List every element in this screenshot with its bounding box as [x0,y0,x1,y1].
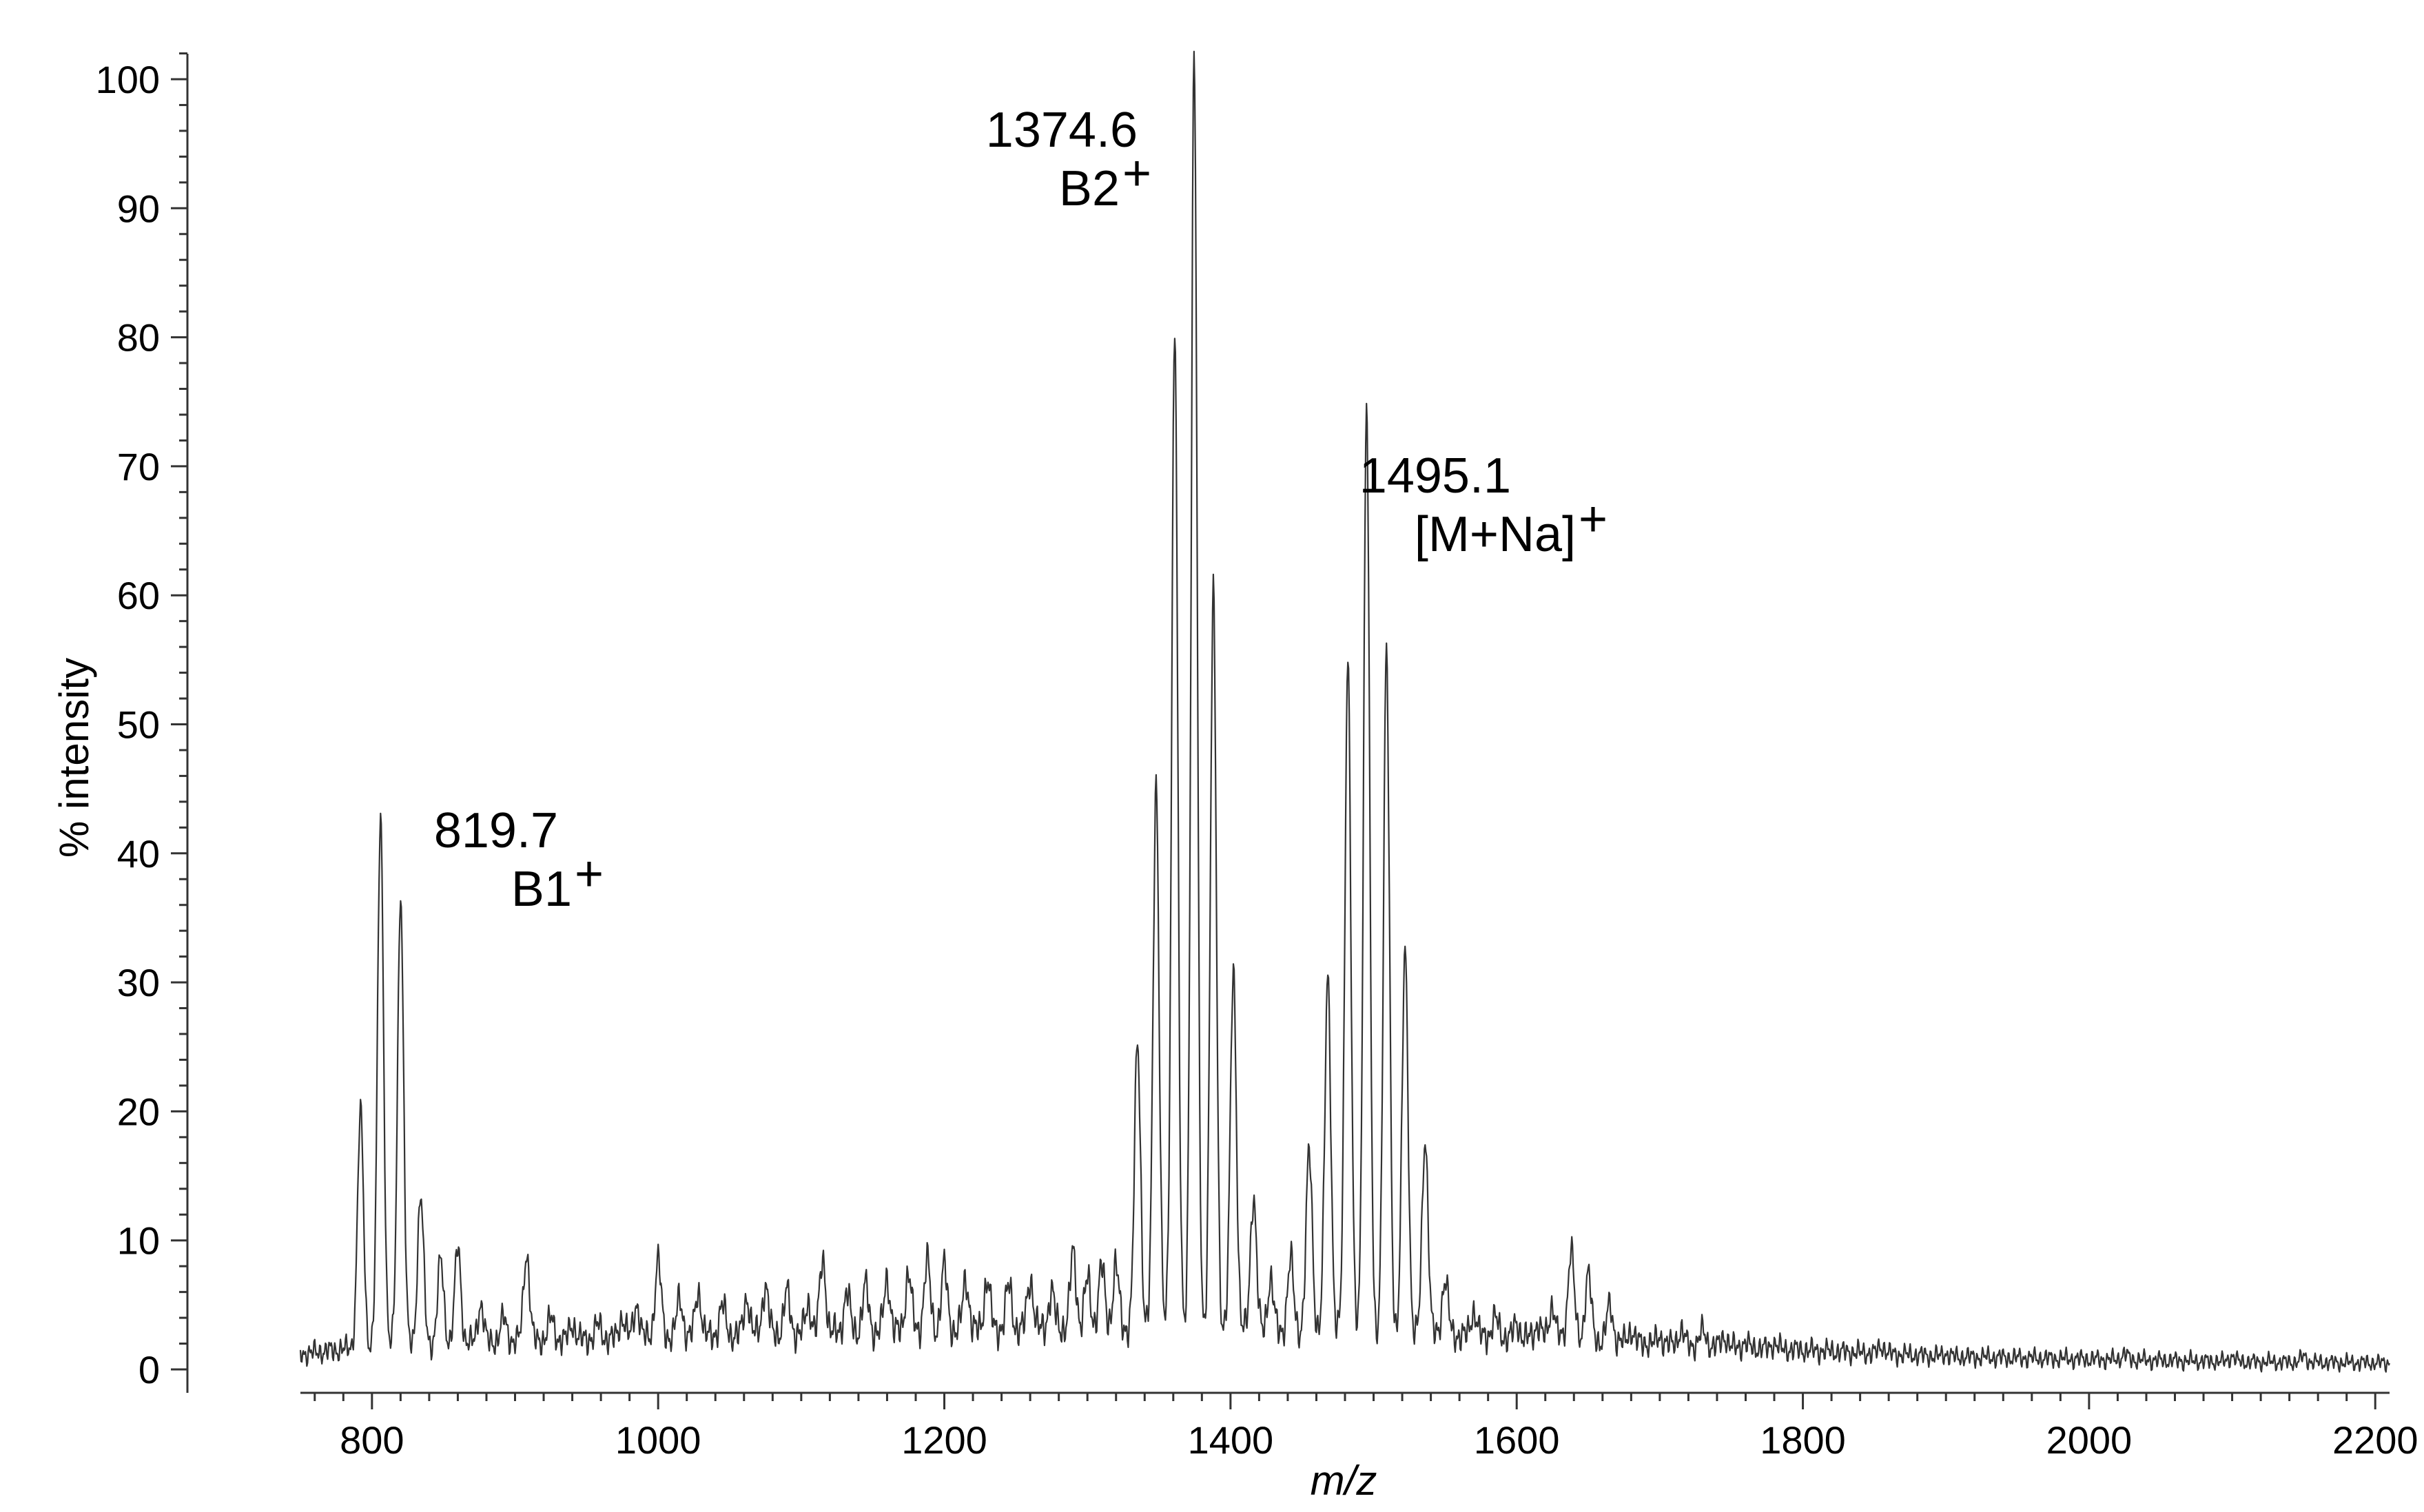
x-axis-title: m/z [1311,1458,1377,1504]
peak-annotations: 819.7B1 +1374.6B2 +1495.1[M+Na] + [434,103,1608,917]
peak-label-b1: 819.7B1 + [434,803,604,917]
x-tick-label: 1000 [615,1418,701,1462]
peak-mz-label: 1495.1 [1359,448,1511,504]
x-tick-label: 1200 [901,1418,987,1462]
y-axis: 0 10 20 30 40 50 60 70 80 90 100 [96,52,189,1393]
peak-charge-label: + [1122,146,1151,201]
peak-ion-label: B2 [1059,161,1120,216]
y-tick-label: 70 [117,445,160,488]
y-tick-label: 0 [138,1348,160,1391]
x-axis: 800 1000 1200 1400 1600 1800 2000 2200 [300,1391,2418,1462]
peak-ion-label: B1 [511,862,572,917]
peak-ion-label: [M+Na] [1415,507,1576,562]
y-tick-label: 60 [117,574,160,617]
y-tick-label: 50 [117,703,160,747]
spectrum-trace [299,50,2391,1373]
y-tick-label: 30 [117,961,160,1004]
y-tick-label: 80 [117,316,160,360]
x-tick-label: 800 [340,1418,404,1462]
peak-label-b2: 1374.6B2 + [986,103,1151,216]
y-tick-label: 100 [96,58,160,101]
peak-label-mna: 1495.1[M+Na] + [1359,448,1608,562]
x-tick-label: 1400 [1188,1418,1274,1462]
peak-mz-label: 1374.6 [986,103,1138,158]
peak-mz-label: 819.7 [434,803,558,858]
x-tick-label: 2200 [2332,1418,2418,1462]
y-tick-label: 90 [117,187,160,230]
peak-charge-label: + [575,847,604,902]
x-tick-label: 1800 [1760,1418,1846,1462]
y-tick-label: 10 [117,1219,160,1263]
peak-charge-label: + [1579,492,1608,547]
y-axis-title: % intensity [51,658,97,858]
y-tick-label: 40 [117,832,160,876]
x-tick-label: 2000 [2046,1418,2133,1462]
x-tick-label: 1600 [1474,1418,1560,1462]
y-tick-label: 20 [117,1090,160,1133]
